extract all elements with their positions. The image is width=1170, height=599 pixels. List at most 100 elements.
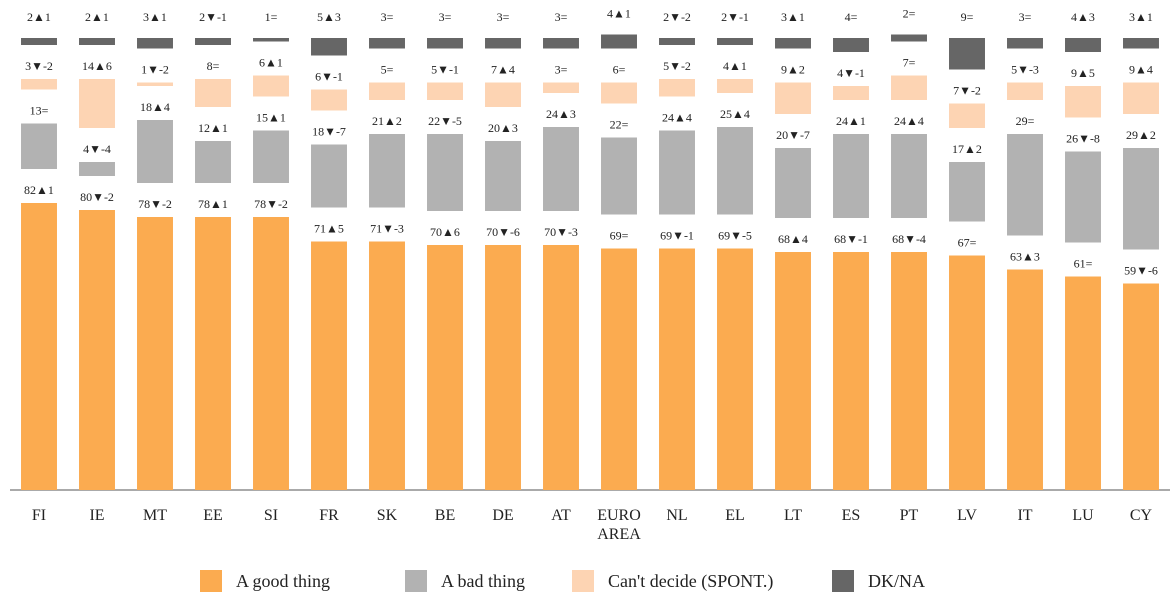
data-label: 9▲4: [1129, 62, 1153, 76]
bar-segment: [1123, 283, 1159, 490]
data-label: 29=: [1016, 114, 1035, 128]
bar-segment: [137, 120, 173, 183]
bar-segment: [949, 255, 985, 490]
data-label: 9▲5: [1071, 66, 1095, 80]
bar-segment: [485, 38, 521, 49]
bar-segment: [1007, 82, 1043, 100]
data-label: 9=: [961, 10, 974, 24]
bar-segment: [79, 162, 115, 176]
x-tick-label: IT: [1017, 507, 1033, 524]
bar-segment: [79, 38, 115, 45]
bar-segment: [601, 248, 637, 490]
bar-segment: [1065, 151, 1101, 243]
bar-segment: [311, 38, 347, 56]
data-label: 5▼-3: [1011, 62, 1039, 76]
bar-segment: [717, 79, 753, 93]
data-label: 82▲1: [24, 183, 54, 197]
bar-segment: [833, 134, 869, 218]
bar-segment: [949, 162, 985, 222]
data-label: 24▲4: [662, 110, 692, 124]
bar-segment: [891, 252, 927, 490]
bar-segment: [543, 245, 579, 490]
bar-segment: [21, 123, 57, 169]
bar-segment: [137, 82, 173, 86]
data-label: 2▼-1: [199, 10, 227, 24]
x-tick-label: SK: [376, 507, 398, 524]
data-label: 1=: [265, 10, 278, 24]
bar-segment: [369, 38, 405, 49]
bar-segment: [485, 245, 521, 490]
bar-segment: [427, 38, 463, 49]
bar-segment: [427, 134, 463, 211]
bar-segment: [369, 82, 405, 100]
data-label: 70▼-3: [544, 225, 578, 239]
bar-segment: [485, 82, 521, 107]
data-label: 20▼-7: [776, 128, 810, 142]
data-label: 15▲1: [256, 110, 286, 124]
bar-segment: [543, 127, 579, 211]
bar-segment: [891, 134, 927, 218]
data-label: 18▲4: [140, 100, 170, 114]
bar-segment: [1007, 38, 1043, 49]
legend-item: Can't decide (SPONT.): [572, 570, 773, 592]
data-label: 20▲3: [488, 121, 518, 135]
bar-segment: [891, 34, 927, 42]
x-tick-label: LT: [783, 507, 803, 524]
x-tick-label: EL: [725, 507, 745, 524]
data-label: 3▲1: [1129, 10, 1153, 24]
data-label: 71▼-3: [370, 221, 404, 235]
data-label: 24▲1: [836, 114, 866, 128]
bar-segment: [427, 245, 463, 490]
bar-segment: [775, 38, 811, 49]
data-label: 3=: [497, 10, 510, 24]
legend-swatch: [405, 570, 427, 592]
data-label: 71▲5: [314, 221, 344, 235]
data-label: 18▼-7: [312, 124, 346, 138]
bar-segment: [601, 82, 637, 104]
x-tick-label: DE: [492, 507, 514, 524]
x-tick-label: LV: [957, 507, 977, 524]
legend-item: A bad thing: [405, 570, 525, 592]
bar-segment: [427, 82, 463, 100]
data-label: 22=: [610, 117, 629, 131]
x-tick-label: EE: [203, 507, 223, 524]
data-label: 80▼-2: [80, 190, 114, 204]
data-label: 3▲1: [143, 10, 167, 24]
data-label: 2▲1: [27, 10, 51, 24]
legend-swatch: [200, 570, 222, 592]
x-tick-label: BE: [434, 507, 456, 524]
bar-segment: [717, 127, 753, 215]
data-label: 5▼-1: [431, 62, 459, 76]
data-label: 3▼-2: [25, 59, 53, 73]
bar-segment: [253, 130, 289, 183]
bar-segment: [717, 248, 753, 490]
data-label: 4▲1: [607, 6, 631, 20]
bar-segment: [137, 217, 173, 490]
data-label: 6=: [613, 62, 626, 76]
bar-segment: [543, 82, 579, 93]
bar-segment: [369, 241, 405, 490]
bar-segment: [137, 38, 173, 49]
x-tick-label: SI: [263, 507, 279, 524]
bar-segment: [253, 217, 289, 490]
bar-segment: [1123, 148, 1159, 250]
data-label: 26▼-8: [1066, 131, 1100, 145]
bar-segment: [659, 38, 695, 45]
bar-segment: [369, 134, 405, 208]
data-label: 78▲1: [198, 197, 228, 211]
bar-segment: [543, 38, 579, 49]
data-label: 69▼-1: [660, 228, 694, 242]
bar-segment: [1007, 134, 1043, 236]
data-label: 5▼-2: [663, 59, 691, 73]
data-label: 4▲3: [1071, 10, 1095, 24]
bar-segment: [949, 38, 985, 70]
bar-segment: [1123, 38, 1159, 49]
data-label: 7=: [903, 55, 916, 69]
data-label: 17▲2: [952, 142, 982, 156]
bar-segment: [79, 210, 115, 490]
data-label: 3=: [381, 10, 394, 24]
bar-segment: [311, 89, 347, 111]
data-label: 59▼-6: [1124, 263, 1158, 277]
data-label: 21▲2: [372, 114, 402, 128]
